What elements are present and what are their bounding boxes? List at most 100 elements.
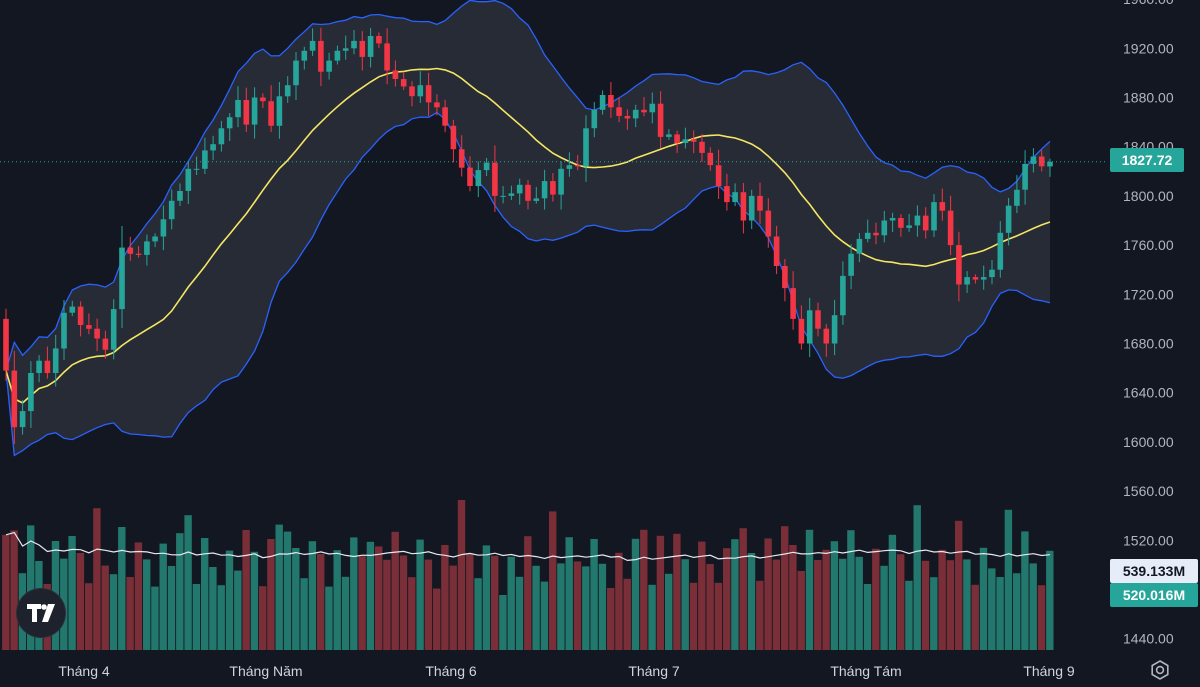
volume-bar [822,549,830,650]
volume-bar [1004,509,1013,650]
candle [724,173,730,211]
volume-bar [60,558,68,650]
volume-bar [259,586,267,650]
volume-bar [209,567,217,650]
candle [616,97,622,123]
volume-bar [797,571,805,650]
candle [293,52,299,100]
volume-bar [416,539,424,650]
candle [831,299,838,356]
x-tick-label: Tháng Năm [229,663,302,679]
volume-bar [118,527,126,650]
candle [989,260,995,285]
candle [342,35,349,60]
candle [583,115,589,182]
volume-bar [267,539,275,650]
candle [972,274,979,284]
x-tick-label: Tháng 7 [628,663,680,679]
volume-bar [383,559,391,650]
candle [922,207,929,239]
volume-bar [491,555,499,650]
candle [732,183,738,206]
volume-bar [880,565,888,650]
volume-bar [441,545,449,650]
candle [276,82,283,139]
candle [251,87,258,139]
volume-bar [300,578,308,650]
volume-ma-line [5,531,1051,562]
candle [3,308,9,381]
candle [666,129,672,140]
volume-bar [532,565,540,650]
x-tick-label: Tháng 6 [425,663,477,679]
volume-bar [988,568,996,650]
candle [599,90,606,115]
volume-bar [698,541,706,650]
volume-bar [68,536,76,650]
candle [790,271,796,330]
candle [376,32,382,49]
candle [848,244,854,289]
volume-bar [466,554,474,650]
candle [632,104,639,128]
candle [384,28,390,85]
candle [550,173,556,202]
volume-bar [781,526,789,650]
candle [400,71,407,90]
candle [591,102,598,138]
y-tick-label: 1600.00 [1123,434,1174,450]
y-tick-label: 1520.00 [1123,532,1174,548]
volume-bar [27,525,35,650]
volume-bar [234,570,242,650]
candle [1038,150,1045,172]
volume-bar [731,539,739,650]
candle [806,297,813,358]
volume-bar [507,556,515,650]
candle [86,313,92,335]
volume-bar [515,576,524,650]
volume-bar [474,578,482,650]
candle [939,188,946,221]
y-tick-label: 1880.00 [1123,90,1174,106]
candle [657,91,664,148]
candle [301,46,308,70]
candle [144,234,150,266]
candle [127,236,134,261]
candle [980,265,987,290]
volume-bar [607,588,615,650]
x-axis-labels: Tháng 4 Tháng Năm Tháng 6 Tháng 7 Tháng Tám T… [58,663,1075,679]
candle [889,212,896,232]
candle [458,135,465,177]
tradingview-logo-icon [27,604,55,622]
candle [674,130,680,153]
gear-icon [1151,660,1169,680]
candle [798,305,805,350]
candle [177,183,183,206]
volume-bar [85,583,93,650]
volume-bar [582,566,590,650]
candle [757,182,763,224]
volume-bar [449,565,457,650]
volume-bar [640,529,648,650]
volume-bar [1046,550,1054,650]
candle [1014,175,1020,214]
candle [392,60,399,87]
candle [906,214,912,232]
volume-bar [217,585,225,650]
volume-bar [789,545,797,650]
volume-bar [689,582,698,650]
volume-bar [482,545,491,650]
volume-bar [573,561,582,650]
volume-bar [648,584,656,650]
candle [873,222,879,245]
chart-settings-button[interactable] [1148,658,1172,682]
candle [434,94,440,116]
volume-ma-tag: 539.133M [1110,559,1198,583]
volume-pane [2,500,1054,650]
volume-bar [913,505,921,650]
candle [773,225,780,275]
candle [210,135,216,160]
tradingview-logo[interactable] [17,589,65,637]
y-tick-label: 1800.00 [1123,188,1174,204]
